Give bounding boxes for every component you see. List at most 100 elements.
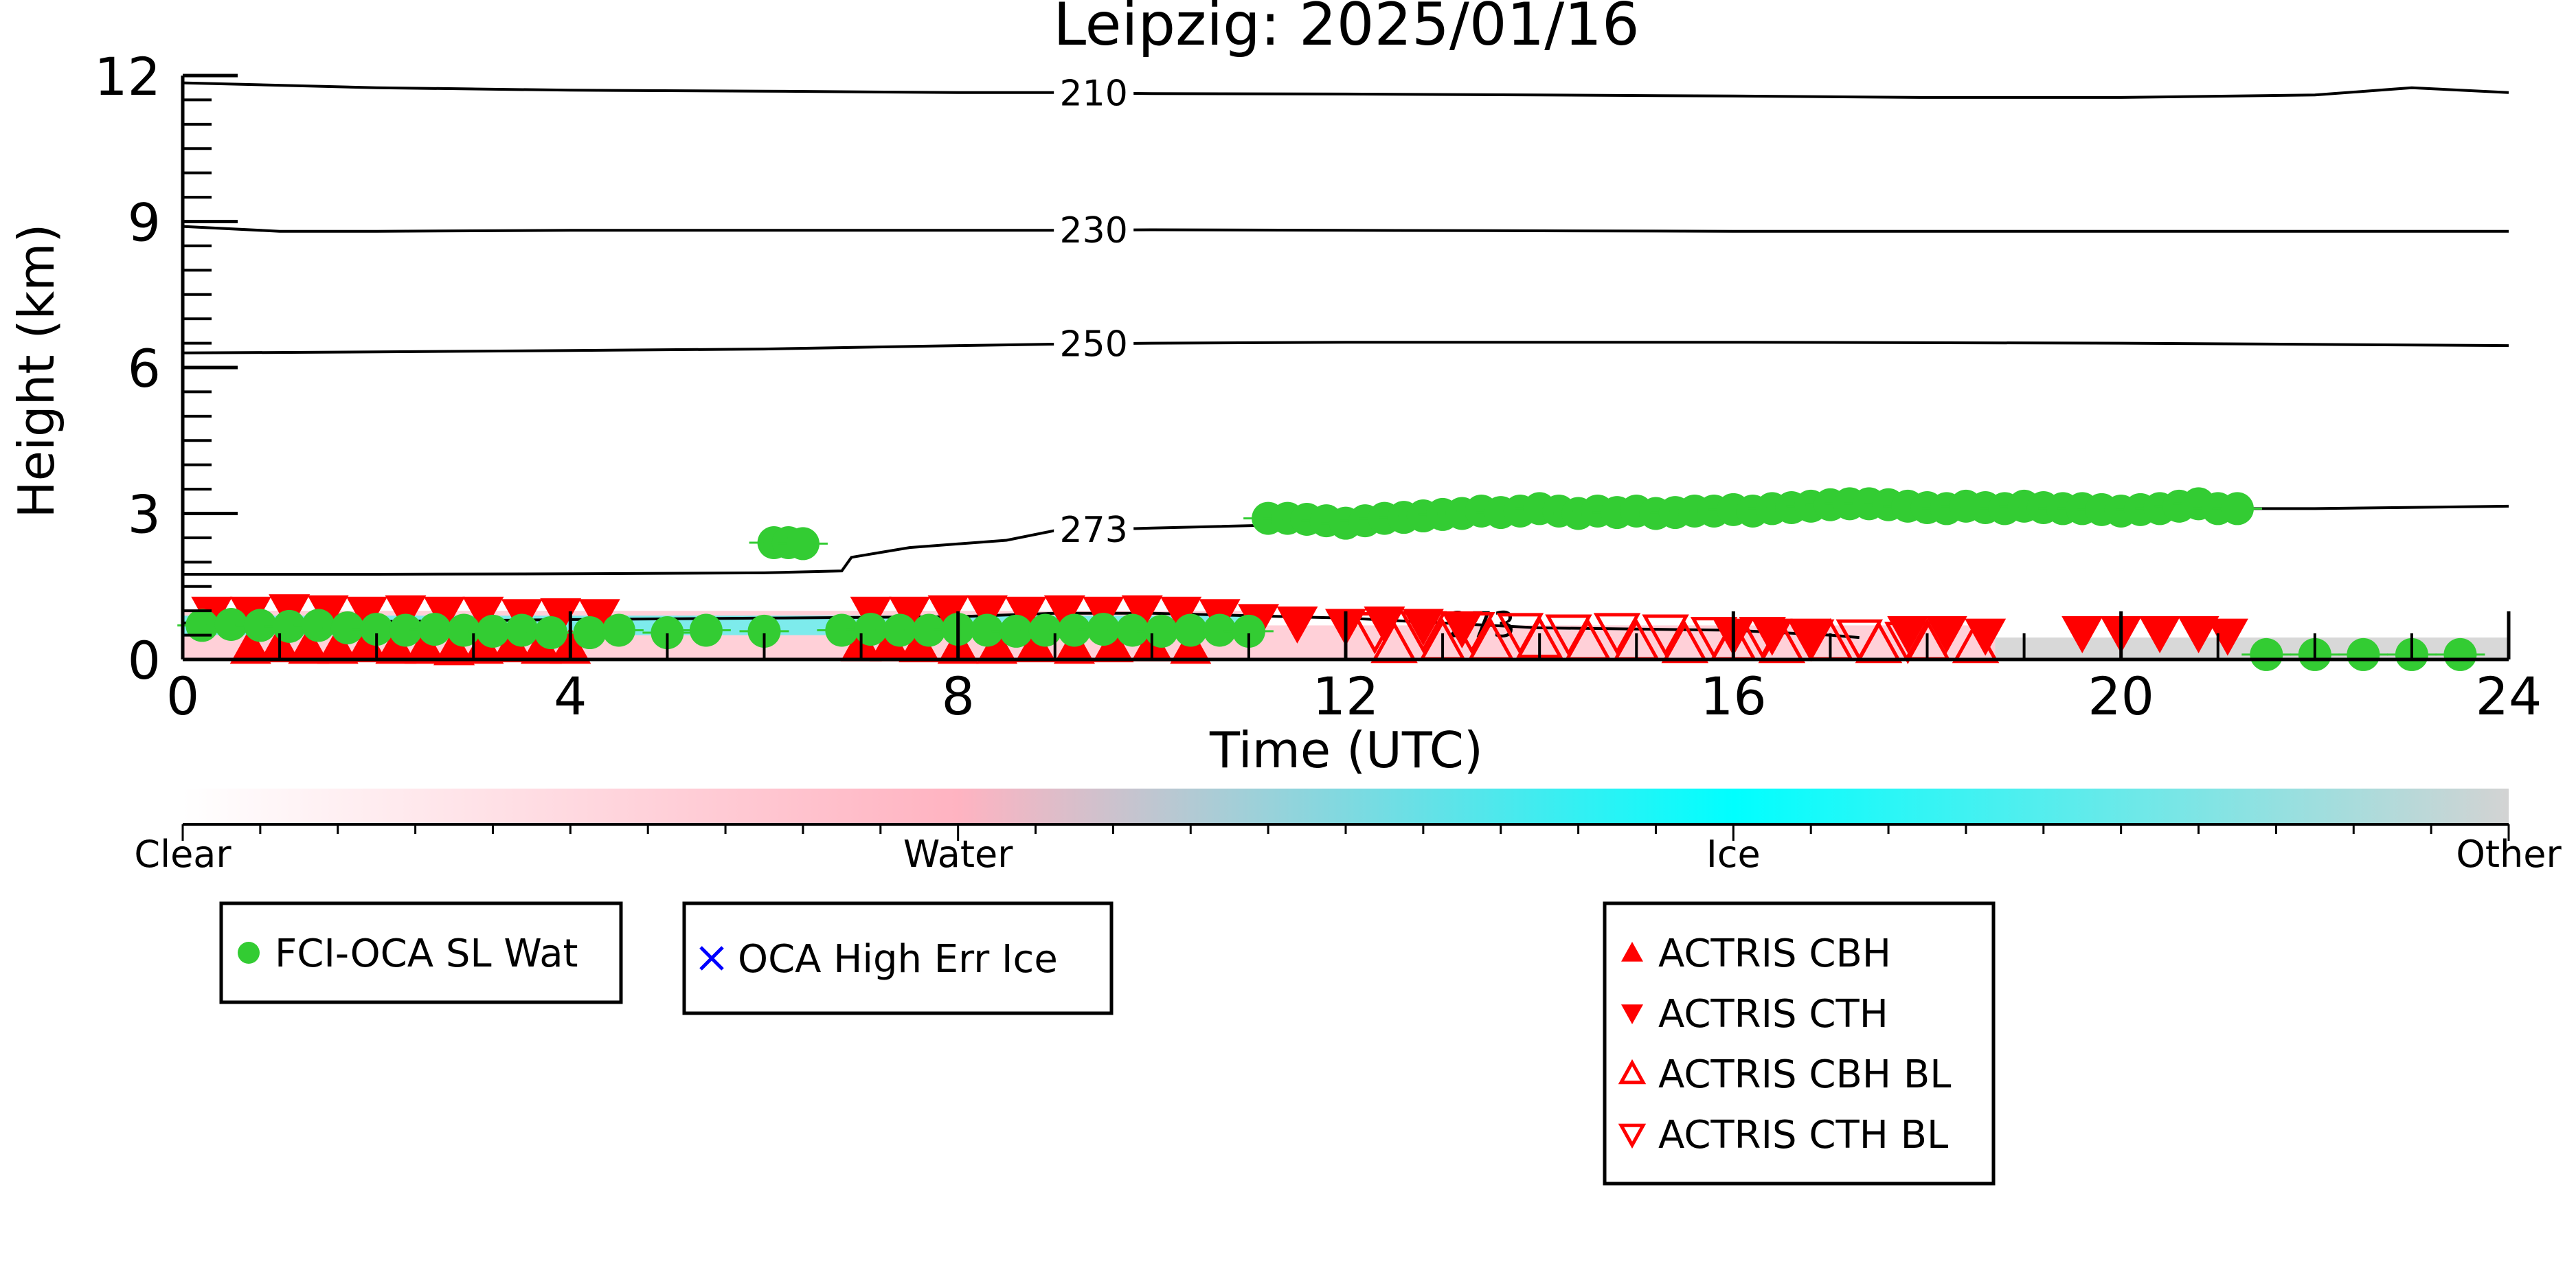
data-point: [1642, 614, 1689, 657]
legend-frame: [219, 901, 623, 1004]
isotherm-label: 250: [1060, 324, 1128, 365]
data-point: [1835, 619, 1883, 662]
data-point: [854, 613, 888, 646]
data-point: [786, 527, 820, 561]
data-point: [825, 613, 859, 647]
data-point: [1593, 613, 1641, 656]
legend-marker: [1621, 942, 1643, 962]
data-point: [2220, 492, 2254, 526]
data-point: [288, 626, 330, 664]
colorbar-ticks: [181, 824, 2510, 841]
y-tick-label: 0: [128, 630, 161, 691]
isotherm-label-bg: [1054, 326, 1134, 362]
data-point: [2178, 616, 2219, 654]
data-point: [1952, 620, 2000, 664]
legend-marker: [1618, 1123, 1647, 1149]
data-point: [1925, 616, 1967, 654]
x-tick-label: 12: [1313, 666, 1379, 727]
data-point: [476, 614, 510, 648]
legend-label: ACTRIS CBH: [1658, 931, 1891, 976]
legend-box: ACTRIS CBH ACTRIS CTH ACTRIS CBH BL ACTRIS …: [1603, 901, 1996, 1186]
data-point: [1144, 614, 1178, 648]
isotherm-label-bg: [1054, 212, 1134, 248]
data-point: [1351, 612, 1399, 655]
data-point: [491, 625, 533, 663]
legend-marker: [238, 942, 260, 964]
data-point: [214, 608, 248, 641]
y-tick-label: 9: [128, 192, 161, 253]
legend-frame: [682, 901, 1114, 1015]
data-point: [505, 613, 539, 647]
data-point: [1884, 622, 1932, 664]
data-point: [404, 626, 446, 664]
data-point: [889, 596, 931, 634]
data-point: [2443, 637, 2477, 671]
x-tick-label: 24: [2476, 666, 2542, 727]
x-tick-label: 4: [554, 666, 587, 727]
x-axis-label: Time (UTC): [1209, 721, 1483, 779]
data-point: [1160, 596, 1202, 634]
x-tick-label: 20: [2088, 666, 2154, 727]
legend-box: FCI-OCA SL Wat: [219, 901, 623, 1004]
isotherm-label-bg: [1054, 75, 1134, 111]
data-point: [1015, 625, 1057, 663]
data-point: [243, 609, 277, 642]
colorbar: [183, 789, 2509, 823]
data-point: [1028, 613, 1062, 647]
legends: FCI-OCA SL Wat OCA High Err Ice ACTRIS CBH…: [219, 901, 1996, 1186]
colorbar-label: Ice: [1706, 833, 1761, 876]
data-point: [999, 614, 1033, 648]
y-tick-label: 3: [128, 484, 161, 545]
data-point: [578, 599, 620, 637]
data-point: [1496, 613, 1544, 656]
x-tick-label: 0: [166, 666, 199, 727]
data-point: [185, 609, 219, 642]
data-point: [1887, 616, 1929, 654]
data-point: [1092, 625, 1134, 663]
data-point: [1174, 613, 1208, 647]
data-point: [1787, 619, 1835, 662]
data-point: [1116, 613, 1149, 647]
data-point: [927, 595, 969, 633]
colorbar-label: Water: [903, 833, 1013, 876]
data-point: [1402, 609, 1444, 646]
data-point: [651, 616, 684, 650]
data-point: [2347, 637, 2380, 671]
legend-marker: [1621, 1004, 1643, 1024]
data-point: [1545, 614, 1592, 657]
data-point: [1661, 620, 1709, 664]
data-point: [1370, 620, 1418, 664]
data-point: [462, 596, 504, 634]
legend-label: OCA High Err Ice: [738, 937, 1058, 982]
isotherm-label: 230: [1060, 210, 1128, 251]
data-point: [1121, 595, 1163, 633]
data-point: [899, 625, 940, 663]
isotherm-line: [183, 341, 2509, 354]
data-point: [1448, 612, 1495, 655]
data-point: [1690, 617, 1738, 659]
colorbar-label: Clear: [134, 833, 231, 876]
data-point: [2139, 616, 2181, 654]
data-point: [229, 626, 271, 664]
isotherm-line: [183, 81, 2509, 99]
data-point: [689, 613, 723, 647]
data-point: [433, 628, 475, 666]
chart-title: Leipzig: 2025/01/16: [1053, 0, 1639, 59]
data-point: [330, 611, 364, 644]
legend-marker: [699, 946, 724, 971]
data-point: [912, 613, 946, 647]
legend-label: FCI-OCA SL Wat: [275, 931, 578, 976]
legend-label: ACTRIS CTH: [1658, 992, 1888, 1037]
x-tick-label: 16: [1700, 666, 1767, 727]
colorbar-label: Other: [2456, 833, 2562, 876]
data-point: [1203, 613, 1236, 647]
data-point: [273, 609, 306, 643]
data-point: [534, 616, 568, 650]
legend-marker: [1618, 1059, 1647, 1085]
data-point: [747, 614, 781, 648]
data-point: [573, 616, 607, 650]
data-point: [346, 596, 388, 634]
isotherm-line: [183, 225, 2509, 233]
